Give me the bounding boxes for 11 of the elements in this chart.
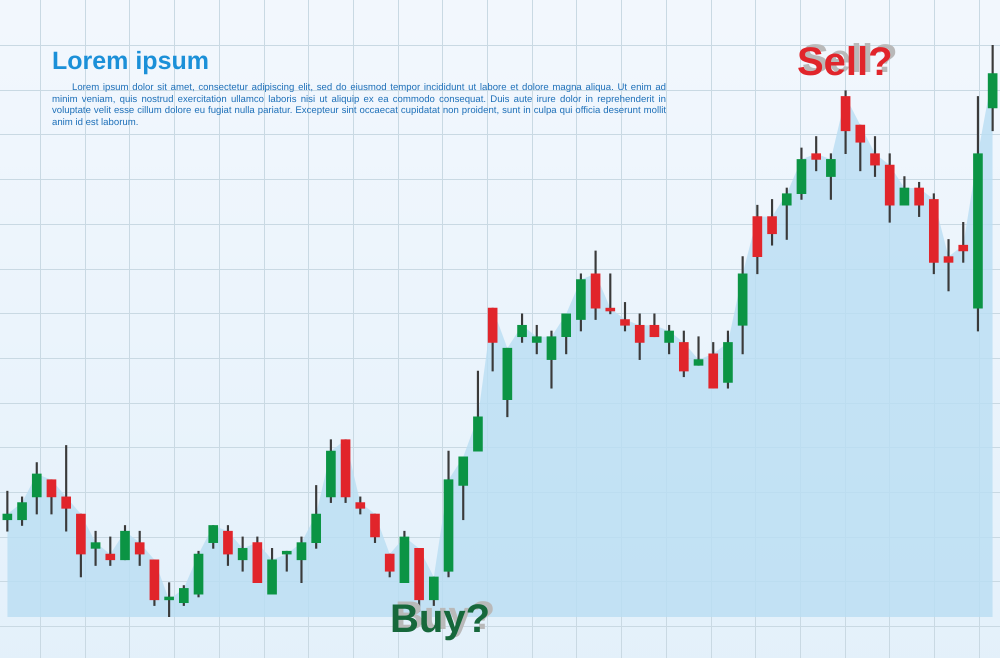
- annotation: Sell?: [797, 40, 893, 85]
- candlestick: [105, 536, 116, 566]
- chart-title: Lorem ipsum: [52, 47, 209, 76]
- candlestick: [282, 550, 292, 572]
- candlestick: [61, 445, 72, 532]
- candlestick: [782, 188, 792, 240]
- candlestick: [958, 222, 968, 263]
- text: Lorem ipsum dolor sit amet, consectetur adipiscing elit, sed do eiusmod tempor incididunt ut labore et dolore magna aliqua. Ut enim ad minim veniam, quis nostrud exercitation ullamco laboris nisi ut aliquip ex ea commodo consequat. Duis aute irure dolor in reprehenderit in voluptate velit esse cillum dolore eu fugiat nulla pariatur. Excepteur sint occaecat cupidatat non proident, sunt in culpa qui officia deserunt mollit anim id est laborum.: [52, 82, 666, 128]
- candlestick: [605, 273, 616, 314]
- candlestick: [811, 136, 822, 172]
- annotation: Buy?: [390, 597, 490, 642]
